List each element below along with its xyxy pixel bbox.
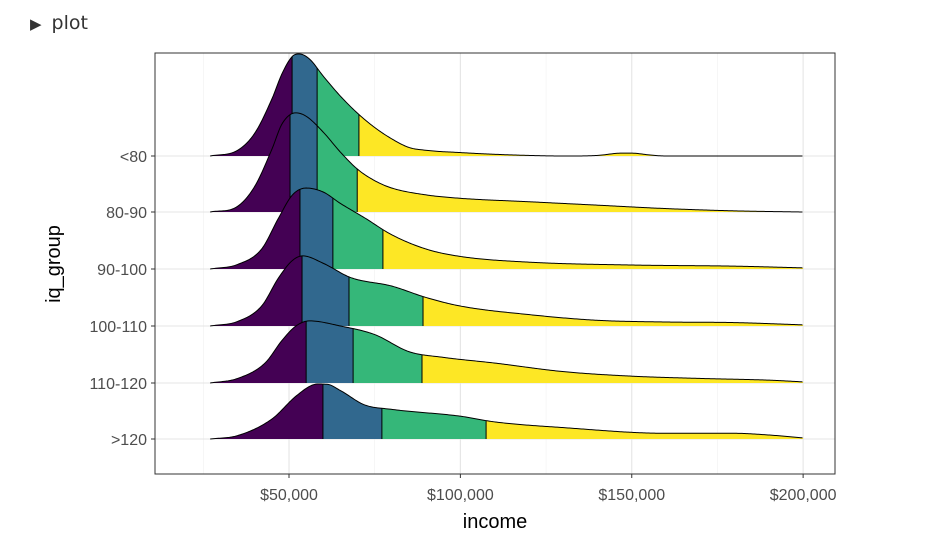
x-tick-label: $200,000 (770, 487, 837, 504)
panel-border (154, 52, 836, 475)
quartile-2-area (322, 384, 382, 439)
x-tick-label: $50,000 (260, 487, 318, 504)
quartile-3-area (353, 328, 422, 383)
quartile-4-area (358, 114, 804, 156)
y-tick-label: <80 (120, 149, 147, 166)
quartile-3-area (332, 198, 383, 269)
y-tick-label: >120 (111, 432, 147, 449)
quartile-4-area (421, 354, 804, 383)
quartile-3-area (348, 276, 424, 326)
quartile-3-area (381, 408, 487, 439)
ridge-90-100 (210, 187, 804, 270)
x-tick-label: $100,000 (427, 487, 494, 504)
quartile-4-area (423, 296, 804, 326)
quartile-4-area (382, 229, 804, 269)
quartile-1-area (210, 383, 323, 439)
quartile-2-area (302, 255, 349, 326)
x-axis-title: income (463, 511, 527, 533)
x-tick-label: $150,000 (598, 487, 665, 504)
ridge-80-90 (210, 112, 804, 213)
quartile-1-area (210, 114, 291, 212)
quartile-3-area (317, 68, 359, 156)
quartile-1-area (210, 56, 293, 156)
density-outline (210, 53, 803, 157)
quartile-1-area (210, 321, 307, 383)
density-outline (210, 112, 803, 213)
density-outline (210, 320, 803, 384)
quartile-1-area (210, 189, 300, 269)
y-axis-title: iq_group (43, 225, 65, 303)
ridge-100-110 (210, 255, 804, 327)
density-outline (210, 187, 803, 270)
density-outline (210, 383, 803, 440)
y-tick-label: 110-120 (89, 376, 147, 393)
plot-label: plot (51, 12, 88, 34)
ridge->120 (210, 383, 804, 440)
plot-toggle[interactable]: ▶ plot (30, 12, 98, 34)
quartile-4-area (486, 420, 804, 439)
quartile-1-area (210, 255, 303, 326)
quartile-2-area (306, 320, 354, 383)
quartile-3-area (317, 125, 358, 212)
quartile-2-area (299, 188, 333, 269)
density-outline (210, 255, 803, 327)
triangle-right-icon: ▶ (30, 15, 42, 33)
y-tick-label: 90-100 (97, 262, 147, 279)
quartile-2-area (290, 112, 318, 212)
y-tick-label: 80-90 (106, 205, 147, 222)
y-tick-label: 100-110 (89, 319, 147, 336)
ridge-110-120 (210, 320, 804, 384)
quartile-4-area (357, 168, 804, 212)
